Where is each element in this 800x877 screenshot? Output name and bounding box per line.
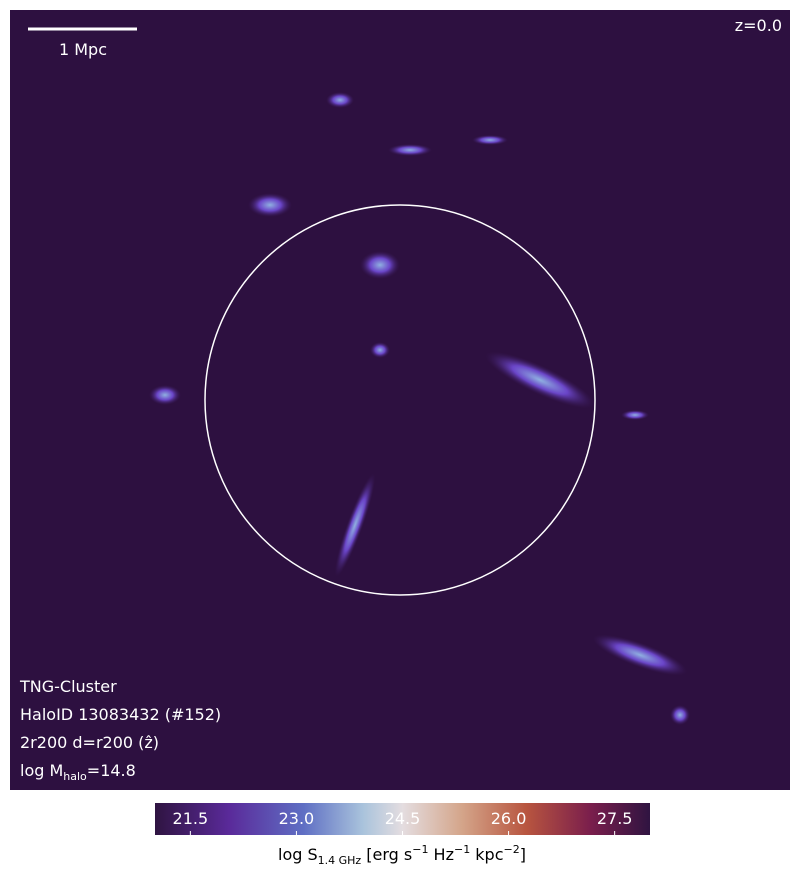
colorbar-label-part: kpc <box>470 845 503 864</box>
emission-blob <box>592 634 688 676</box>
mass-label-main: log M <box>20 761 63 780</box>
colorbar-ticks: 21.5 23.0 24.5 26.0 27.5 <box>173 809 633 835</box>
emission-blob <box>370 342 390 358</box>
emission-blob <box>326 92 354 108</box>
colorbar-tick-label: 24.5 <box>385 809 421 828</box>
emission-blob <box>472 135 508 145</box>
emission-blob <box>485 351 595 409</box>
emission-blobs <box>149 92 690 725</box>
colorbar-label-part: −1 <box>412 843 428 856</box>
colorbar-label: log S1.4 GHz [erg s−1 Hz−1 kpc−2] <box>278 843 526 867</box>
emission-blob <box>388 144 432 156</box>
emission-blob <box>149 385 181 405</box>
mass-label-value: =14.8 <box>87 761 136 780</box>
colorbar-label-part: log S <box>278 845 318 864</box>
colorbar-label-part: −2 <box>504 843 520 856</box>
emission-blob <box>248 193 292 217</box>
colorbar-label-part: −1 <box>454 843 470 856</box>
scale-bar-label: 1 Mpc <box>59 40 107 59</box>
info-line: HaloID 13083432 (#152) <box>20 705 221 724</box>
r200-circle <box>204 204 596 596</box>
colorbar-label-part: [erg s <box>361 845 412 864</box>
emission-blob <box>621 410 649 420</box>
emission-blob <box>670 705 690 725</box>
colorbar-tick-label: 26.0 <box>491 809 527 828</box>
colorbar-tick-label: 27.5 <box>597 809 633 828</box>
emission-blob <box>334 473 376 577</box>
info-line: TNG-Cluster <box>19 677 117 696</box>
redshift-label: z=0.0 <box>735 16 782 35</box>
colorbar-label-part: 1.4 GHz <box>318 854 362 867</box>
colorbar-tick-label: 23.0 <box>279 809 315 828</box>
mass-label: log Mhalo=14.8 <box>20 761 136 783</box>
emission-blob <box>360 251 400 279</box>
colorbar-label-part: Hz <box>428 845 454 864</box>
colorbar-label-part: ] <box>520 845 526 864</box>
colorbar <box>155 803 650 835</box>
colorbar-tick-label: 21.5 <box>173 809 209 828</box>
info-text: TNG-Cluster HaloID 13083432 (#152) 2r200 d… <box>19 677 221 752</box>
mass-label-sub: halo <box>63 770 87 783</box>
info-line: 2r200 d=r200 (ẑ) <box>20 733 159 752</box>
